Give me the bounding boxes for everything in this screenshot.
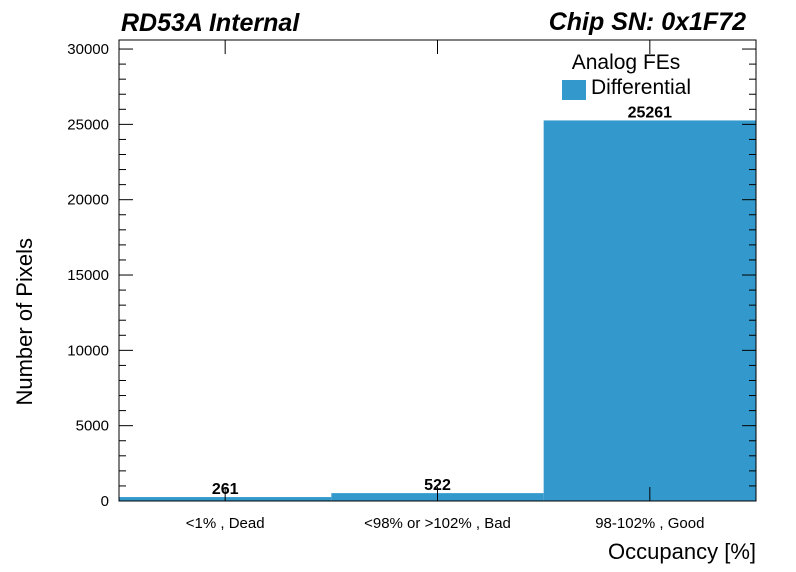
y-axis-tick-labels: 0 5000 10000 15000 20000 25000 30000	[67, 41, 109, 510]
y-axis-title: Number of Pixels	[12, 238, 37, 406]
legend-title: Analog FEs	[572, 51, 681, 74]
bar-2	[543, 120, 756, 501]
x-category-label-1: <98% or >102% , Bad	[364, 515, 511, 532]
y-tick-label-10000: 10000	[67, 342, 109, 359]
data-label-2: 25261	[628, 104, 673, 121]
x-category-label-2: 98-102% , Good	[595, 515, 704, 532]
legend: Analog FEs Differential	[562, 51, 691, 100]
legend-swatch-differential	[562, 80, 586, 100]
y-tick-label-30000: 30000	[67, 41, 109, 58]
x-axis-ticks	[224, 40, 651, 501]
y-tick-label-5000: 5000	[76, 418, 109, 435]
y-tick-label-20000: 20000	[67, 192, 109, 209]
y-axis-ticks	[119, 48, 756, 502]
legend-label-differential: Differential	[591, 76, 691, 99]
data-label-1: 522	[424, 477, 451, 494]
y-tick-label-25000: 25000	[67, 116, 109, 133]
header-right-title: Chip SN: 0x1F72	[549, 8, 746, 36]
x-axis-title: Occupancy [%]	[608, 539, 756, 564]
y-tick-label-15000: 15000	[67, 267, 109, 284]
x-axis-category-labels: <1% , Dead <98% or >102% , Bad 98-102% , G…	[186, 515, 705, 532]
bar-group	[119, 120, 756, 501]
x-category-label-0: <1% , Dead	[186, 515, 265, 532]
y-tick-label-0: 0	[101, 493, 109, 510]
header-left-title: RD53A Internal	[121, 9, 300, 37]
